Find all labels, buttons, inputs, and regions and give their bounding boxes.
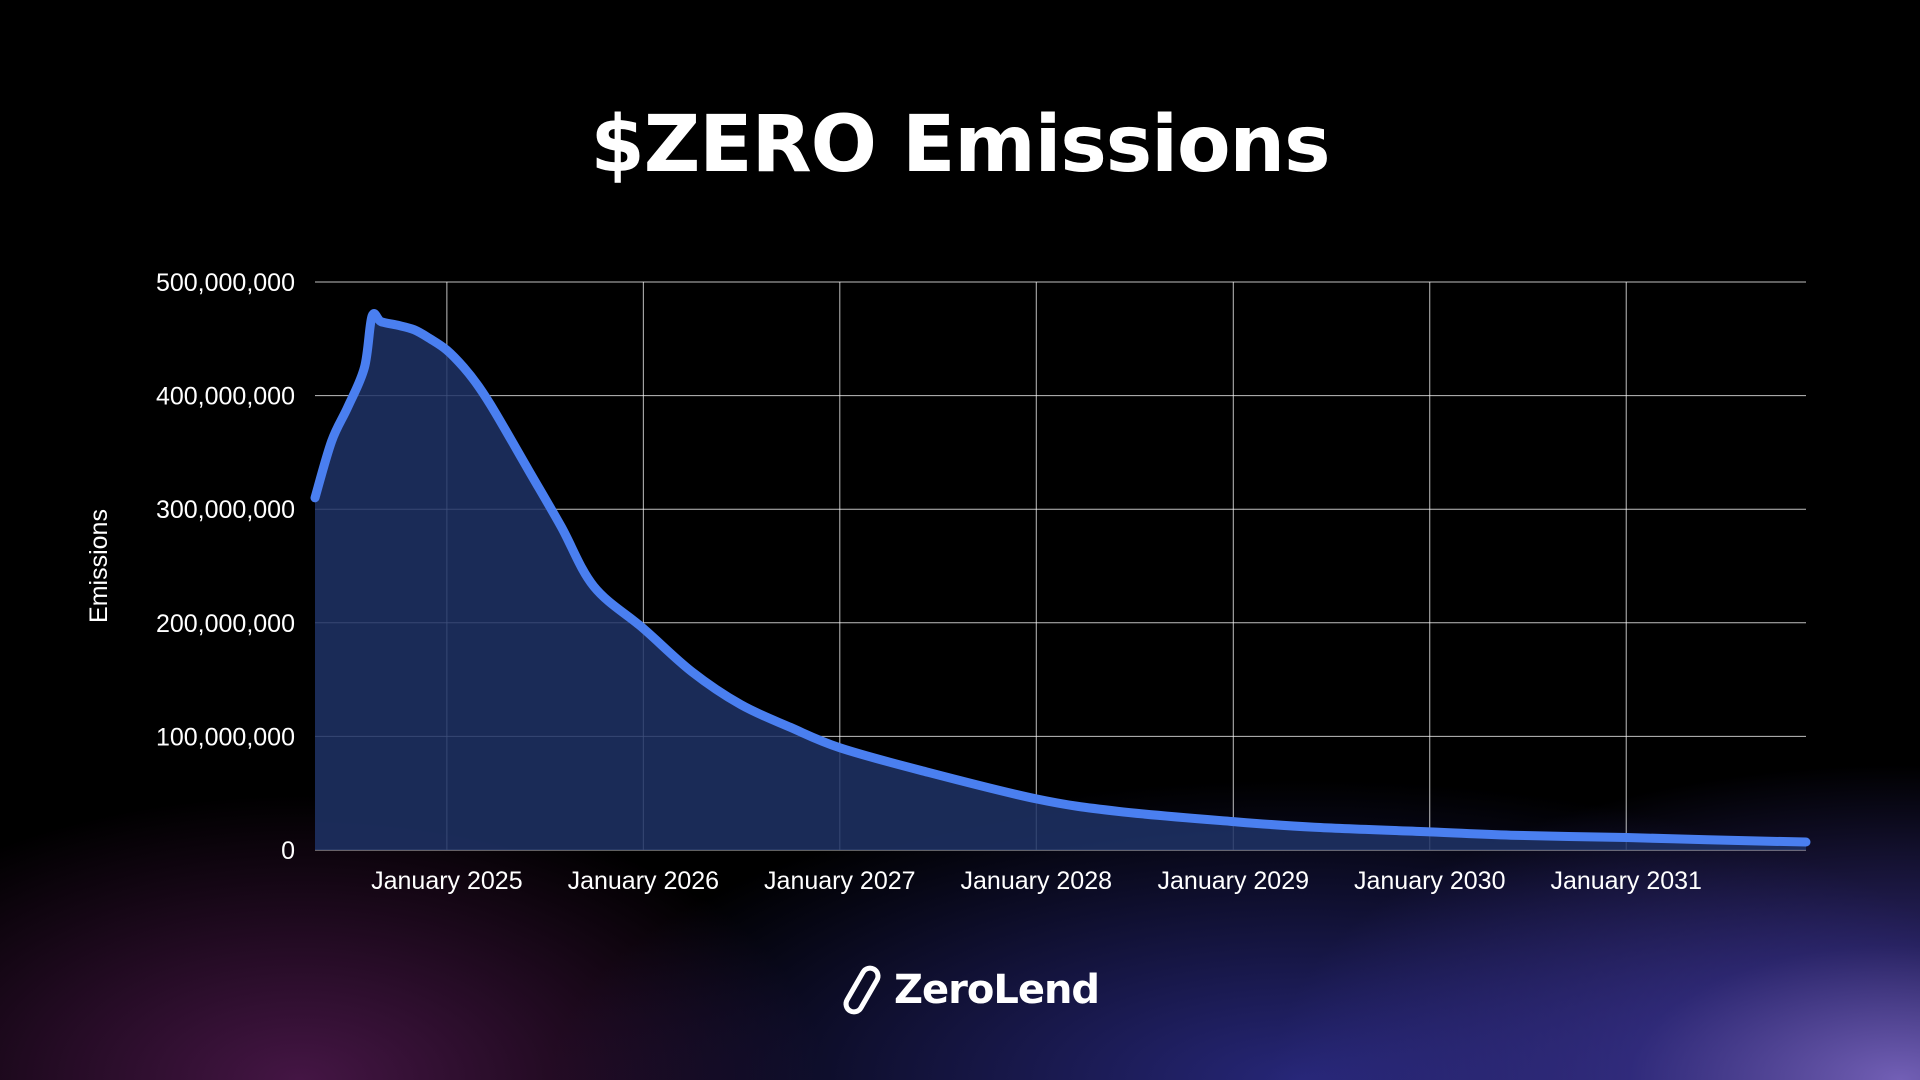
- x-tick-label: January 2030: [1354, 867, 1506, 895]
- x-tick-label: January 2026: [568, 867, 720, 895]
- y-axis-ticks: 0 100,000,000 200,000,000 300,000,000 400,00…: [156, 269, 295, 865]
- y-axis-label: Emissions: [85, 509, 113, 623]
- x-axis-ticks: January 2025 January 2026 January 2027 Janu…: [371, 867, 1702, 895]
- x-tick-label: January 2025: [371, 867, 523, 895]
- chart-title: $ZERO Emissions: [590, 100, 1330, 190]
- y-tick-label: 0: [281, 837, 295, 865]
- brand-name: ZeroLend: [894, 967, 1100, 1013]
- paperclip-link-icon: [843, 965, 881, 1015]
- y-tick-label: 200,000,000: [156, 610, 295, 638]
- y-tick-label: 400,000,000: [156, 383, 295, 411]
- x-tick-label: January 2027: [764, 867, 916, 895]
- zerolend-logo: ZeroLend: [840, 960, 1100, 1020]
- series-area: [315, 313, 1806, 850]
- x-tick-label: January 2029: [1158, 867, 1310, 895]
- y-tick-label: 100,000,000: [156, 723, 295, 751]
- x-tick-label: January 2031: [1550, 867, 1702, 895]
- x-tick-label: January 2028: [961, 867, 1113, 895]
- y-tick-label: 300,000,000: [156, 496, 295, 524]
- y-tick-label: 500,000,000: [156, 269, 295, 297]
- plot-area: [310, 309, 1811, 850]
